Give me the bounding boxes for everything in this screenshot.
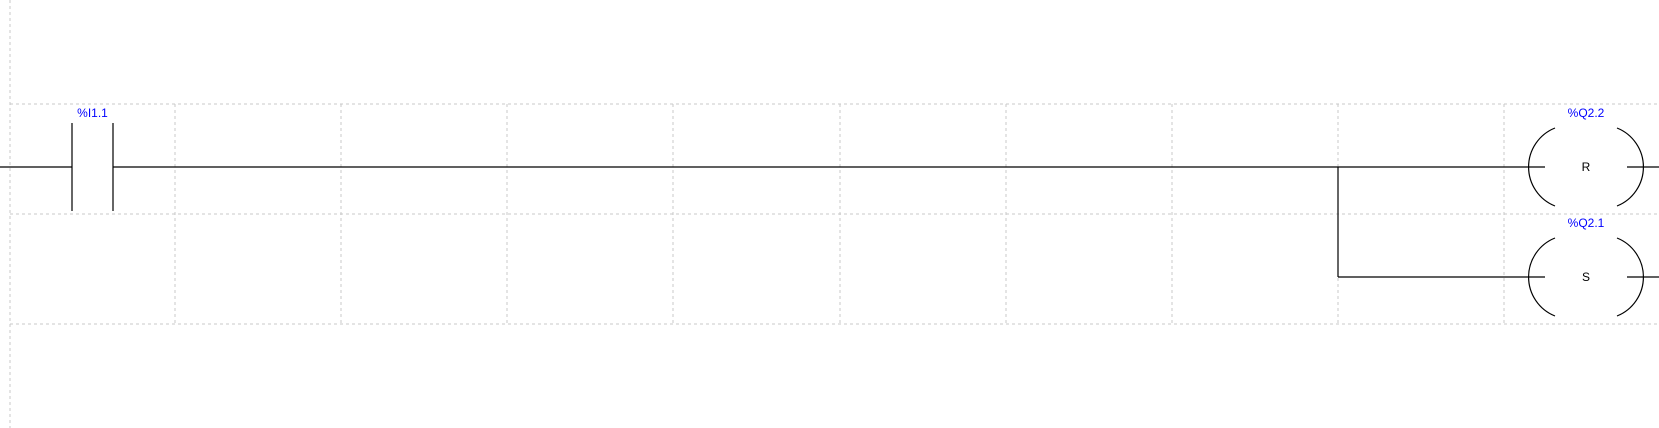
coil-r-tag-label: %Q2.2 [1568,106,1605,120]
coil-reset-q2-2[interactable]: %Q2.2 R [1528,106,1644,207]
coil-r-letter: R [1582,160,1591,174]
contact-i1-1[interactable]: %I1.1 [71,106,114,211]
coil-s-letter: S [1582,270,1590,284]
editor-grid [9,0,1659,428]
coil-r-right-arc [1616,127,1644,207]
coil-s-right-arc [1616,237,1644,317]
contact-tag-label: %I1.1 [77,106,108,120]
coil-s-tag-label: %Q2.1 [1568,216,1605,230]
coil-r-left-arc [1528,127,1556,207]
coil-set-q2-1[interactable]: %Q2.1 S [1528,216,1644,317]
coil-s-left-arc [1528,237,1556,317]
rung-wiring [0,166,1659,278]
